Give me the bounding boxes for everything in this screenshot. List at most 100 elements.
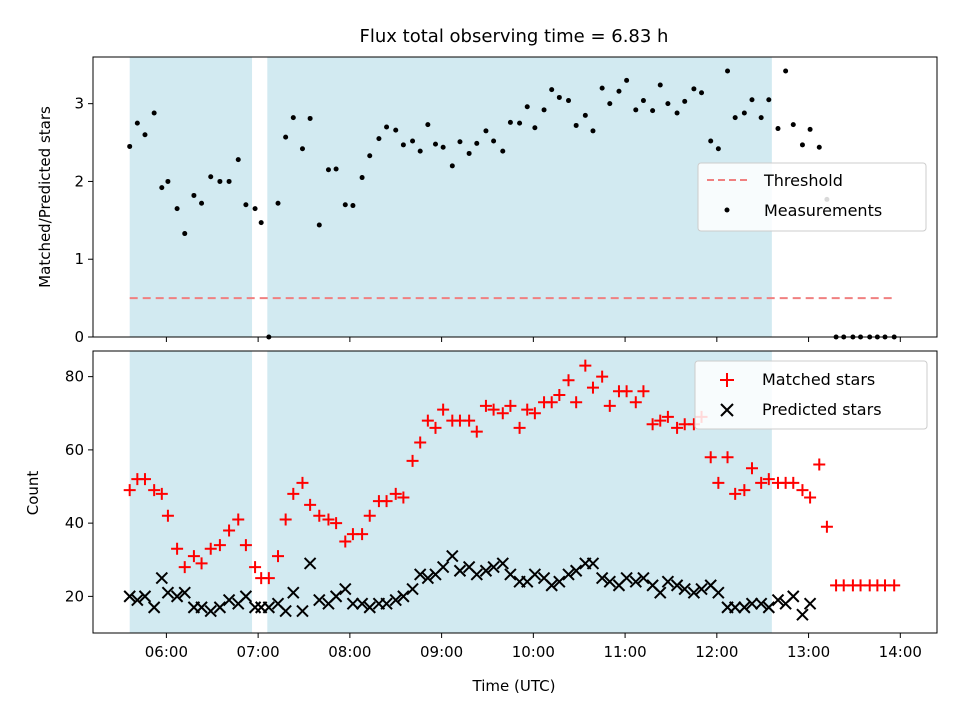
- measurement-point: [715, 146, 721, 152]
- matched-star-point: [279, 513, 292, 526]
- x-tick-label: 10:00: [512, 643, 555, 661]
- predicted-star-point: [239, 590, 253, 603]
- measurement-point: [524, 104, 530, 110]
- measurement-point: [775, 126, 781, 132]
- measurement-point: [191, 192, 197, 198]
- measurement-point: [217, 178, 223, 184]
- measurement-point: [275, 200, 281, 206]
- measurement-point: [159, 185, 165, 191]
- predicted-star-point: [738, 601, 751, 614]
- measurement-point: [517, 120, 523, 126]
- predicted-star-point: [562, 568, 575, 581]
- matched-star-point: [528, 407, 541, 420]
- measurement-point: [400, 142, 406, 148]
- predicted-star-point: [380, 597, 393, 610]
- measurement-point: [134, 120, 140, 126]
- measurement-point: [307, 115, 313, 121]
- observing-window-1: [129, 57, 253, 337]
- matched-star-point: [148, 484, 161, 497]
- matched-star-point: [586, 381, 599, 394]
- matched-star-point: [755, 476, 768, 489]
- y-tick-label: 2: [74, 172, 84, 190]
- matched-star-point: [671, 421, 684, 434]
- matched-star-point: [171, 542, 184, 555]
- predicted-star-point: [678, 582, 691, 596]
- predicted-star-point: [436, 560, 450, 574]
- measurement-point: [607, 101, 613, 107]
- measurement-point: [376, 136, 382, 142]
- x-tick-label: 09:00: [420, 643, 463, 661]
- measurement-point: [699, 90, 705, 96]
- measurement-point: [640, 98, 646, 104]
- matched-star-point: [356, 528, 369, 541]
- predicted-star-point: [803, 597, 817, 610]
- matched-star-point: [421, 414, 434, 427]
- measurement-point: [741, 110, 747, 116]
- matched-star-point: [704, 451, 717, 464]
- x-tick-label: 13:00: [787, 643, 830, 661]
- y-tick-label: 0: [74, 328, 84, 346]
- matched-star-point: [504, 399, 517, 412]
- measurement-point: [725, 68, 731, 74]
- x-tick-label: 06:00: [145, 643, 188, 661]
- predicted-star-point: [147, 601, 161, 614]
- measurement-point: [633, 107, 639, 113]
- matched-star-point: [521, 403, 534, 416]
- predicted-star-point: [421, 571, 435, 585]
- predicted-star-point: [329, 590, 343, 603]
- measurement-point: [807, 126, 813, 132]
- matched-star-point: [339, 535, 352, 548]
- predicted-star-point: [296, 604, 309, 618]
- y-tick-label: 20: [65, 587, 84, 605]
- predicted-star-point: [446, 549, 459, 563]
- measurement-point: [283, 134, 289, 140]
- ratio-y-ticks: 0 1 2 3: [74, 95, 93, 346]
- predicted-star-point: [687, 586, 701, 599]
- observing-window-shading: [129, 57, 772, 337]
- measurement-point: [691, 86, 697, 92]
- matched-star-point: [463, 414, 476, 427]
- predicted-star-point: [595, 571, 609, 585]
- ratio-plot-frame: [92, 56, 938, 338]
- matched-star-point: [820, 520, 833, 533]
- y-tick-label: 3: [74, 95, 84, 113]
- measurement-point: [252, 206, 258, 212]
- measurement-point: [457, 139, 463, 145]
- measurement-point: [208, 174, 214, 180]
- matched-star-point: [712, 476, 725, 489]
- predicted-star-point: [131, 593, 144, 607]
- predicted-star-point: [195, 601, 208, 614]
- measurement-point: [650, 108, 656, 114]
- matched-star-point: [178, 561, 191, 574]
- matched-star-point: [155, 487, 168, 500]
- matched-star-point: [363, 509, 376, 522]
- matched-star-point: [813, 458, 826, 471]
- measurement-point: [417, 148, 423, 154]
- measurement-point: [682, 98, 688, 104]
- matched-star-point: [406, 454, 419, 467]
- measurement-point: [226, 178, 232, 184]
- predicted-star-point: [787, 590, 800, 603]
- measurement-point: [432, 141, 438, 147]
- predicted-star-point: [453, 564, 467, 577]
- matched-star-point: [545, 396, 558, 409]
- measurement-point: [483, 128, 489, 134]
- observing-window-1: [129, 351, 253, 633]
- predicted-star-point: [161, 586, 175, 599]
- measurement-point: [165, 178, 171, 184]
- predicted-star-point: [712, 586, 725, 599]
- predicted-star-point: [496, 557, 509, 570]
- predicted-star-point: [355, 597, 369, 610]
- predicted-star-point: [603, 575, 617, 588]
- matched-star-point: [738, 484, 751, 497]
- measurement-point: [449, 163, 455, 169]
- observing-window-shading: [129, 351, 772, 633]
- matched-star-point: [888, 579, 901, 592]
- measurement-point: [507, 119, 513, 125]
- matched-star-point: [138, 473, 151, 486]
- matched-star-point: [204, 542, 217, 555]
- matched-star-point: [721, 451, 734, 464]
- predicted-star-point: [754, 597, 768, 610]
- measurement-point: [474, 140, 480, 146]
